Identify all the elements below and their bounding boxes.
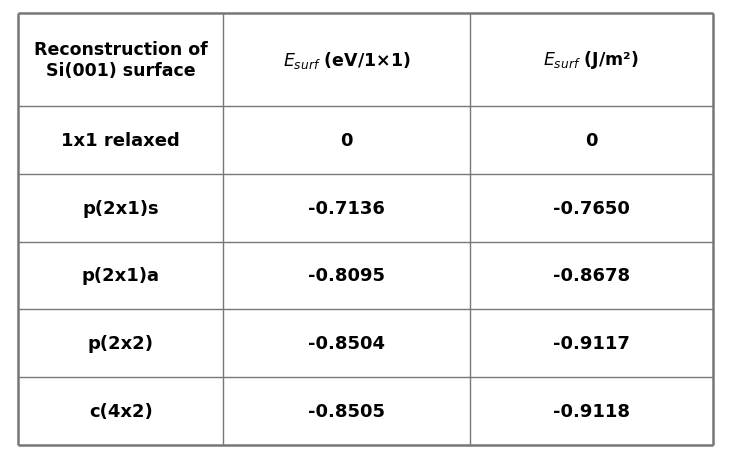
- Text: 0: 0: [585, 131, 597, 149]
- Text: 1x1 relaxed: 1x1 relaxed: [61, 131, 180, 149]
- Text: -0.8504: -0.8504: [308, 335, 385, 353]
- Text: 0: 0: [340, 131, 352, 149]
- Text: p(2x1)a: p(2x1)a: [82, 267, 159, 285]
- Text: Reconstruction of
Si(001) surface: Reconstruction of Si(001) surface: [34, 41, 208, 79]
- Text: -0.8678: -0.8678: [553, 267, 630, 285]
- Text: -0.9117: -0.9117: [553, 335, 629, 353]
- Text: p(2x1)s: p(2x1)s: [83, 199, 159, 217]
- Text: p(2x2): p(2x2): [88, 335, 154, 353]
- Text: -0.9118: -0.9118: [553, 403, 629, 420]
- Text: -0.8505: -0.8505: [308, 403, 385, 420]
- Text: $\it{E}_{surf}$ (J/m²): $\it{E}_{surf}$ (J/m²): [543, 49, 639, 71]
- Text: $\it{E}_{surf}$ (eV/1×1): $\it{E}_{surf}$ (eV/1×1): [283, 50, 410, 71]
- Text: -0.8095: -0.8095: [308, 267, 385, 285]
- Text: c(4x2): c(4x2): [89, 403, 153, 420]
- Text: -0.7136: -0.7136: [308, 199, 385, 217]
- Text: -0.7650: -0.7650: [553, 199, 629, 217]
